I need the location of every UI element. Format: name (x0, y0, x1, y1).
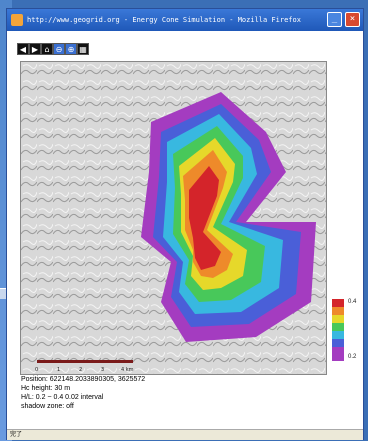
hl-readout: H/L: 0.2 ~ 0.4 0.02 interval (21, 394, 104, 401)
scale-bar (37, 360, 133, 363)
status-bar: 完了 (7, 429, 363, 440)
legend-max-label: 0.4 (348, 299, 357, 305)
hc-height-readout: Hc height: 30 m (21, 385, 71, 392)
status-text: 完了 (10, 432, 23, 438)
scale-label-0: 0 (35, 367, 38, 373)
scale-label-1: 1 (57, 367, 60, 373)
zoom-out-icon[interactable]: ⊖ (53, 43, 65, 55)
browser-window: http://www.geogrid.org - Energy Cone Sim… (6, 8, 364, 440)
scale-label-3: 3 (101, 367, 104, 373)
window-title: http://www.geogrid.org - Energy Cone Sim… (27, 16, 301, 24)
grid-icon[interactable]: ▦ (77, 43, 89, 55)
firefox-icon (11, 14, 23, 26)
title-bar[interactable]: http://www.geogrid.org - Energy Cone Sim… (7, 9, 363, 31)
legend-min-label: 0.2 (348, 354, 357, 360)
arrow-left-icon[interactable]: ◀ (17, 43, 29, 55)
home-icon[interactable]: ⌂ (41, 43, 53, 55)
position-readout: Position: 622148.2033890305, 3625572 (21, 376, 146, 383)
scale-label-2: 2 (79, 367, 82, 373)
color-legend (332, 299, 346, 361)
minimize-button[interactable]: _ (327, 12, 342, 27)
arrow-right-icon[interactable]: ▶ (29, 43, 41, 55)
zoom-in-icon[interactable]: ⊕ (65, 43, 77, 55)
shadow-zone-readout: shadow zone: off (21, 403, 74, 410)
map-view[interactable]: 0 1 2 3 4 km (20, 61, 327, 375)
close-button[interactable]: × (345, 12, 360, 27)
info-panel: Position: 622148.2033890305, 3625572 Hc … (21, 375, 145, 411)
scale-label-4: 4 km (121, 367, 134, 373)
cone-band-0.40 (189, 166, 221, 270)
